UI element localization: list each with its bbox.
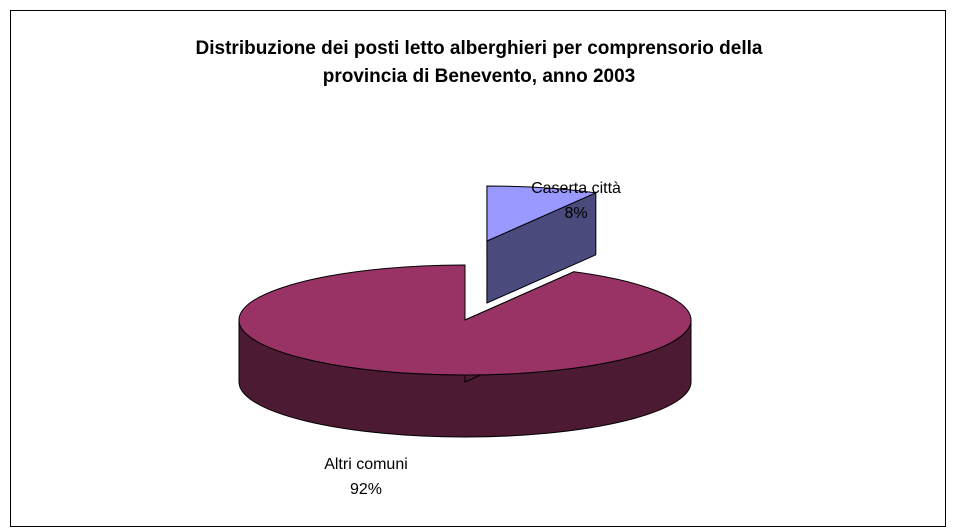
chart-title: Distribuzione dei posti letto alberghier… bbox=[11, 35, 947, 91]
slice-label-altri: Altri comuni bbox=[324, 456, 408, 473]
chart-title-line-1: Distribuzione dei posti letto alberghier… bbox=[195, 38, 763, 59]
pie-slice-caserta-citt bbox=[486, 185, 598, 242]
pie-slice-altri-comuni bbox=[238, 264, 692, 376]
chart-title-line-2: provincia di Benevento, anno 2003 bbox=[322, 66, 636, 87]
slice-percent-altri: 92% bbox=[350, 481, 382, 498]
slice-percent-caserta: 8% bbox=[564, 205, 587, 222]
slice-label-caserta: Caserta città bbox=[531, 180, 621, 197]
chart-frame: Distribuzione dei posti letto alberghier… bbox=[10, 10, 946, 527]
